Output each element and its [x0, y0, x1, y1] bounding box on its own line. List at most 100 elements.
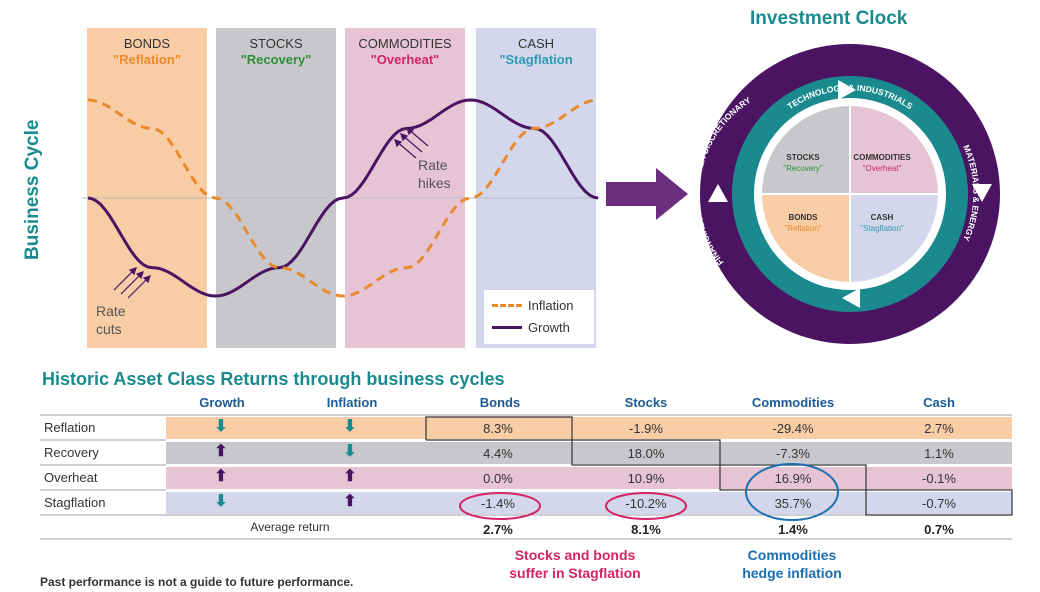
row-label-recovery: Recovery: [44, 445, 99, 460]
arrow-down-icon: ⬇: [343, 418, 357, 435]
disclaimer: Past performance is not a guide to futur…: [40, 575, 354, 589]
phase-subtitle: "Reflation": [113, 52, 181, 67]
row-label-overheat: Overheat: [44, 470, 98, 485]
rate-cuts-line-2: cuts: [96, 321, 122, 337]
series-line-growth: [87, 98, 599, 298]
clock-label-commodities: COMMODITIES "Overheat": [846, 152, 918, 174]
col-header-bonds: Bonds: [479, 395, 521, 410]
clock-arrow-bottom: [842, 288, 860, 308]
phase-title: STOCKS: [249, 36, 303, 51]
clock-label-stocks: STOCKS "Recovery": [768, 152, 838, 174]
note-stagflation-line-2: suffer in Stagflation: [509, 565, 641, 581]
cell-stagflation-bonds: -1.4%: [481, 496, 515, 511]
highlight-commodities-inflation: [745, 463, 839, 521]
clock-arrow-left: [708, 184, 728, 202]
clock-quadrant-bonds: [762, 194, 850, 282]
clock-arrow-right: [972, 184, 992, 202]
row-band-overheat: [166, 467, 1012, 489]
note-stagflation: Stocks and bonds suffer in Stagflation: [480, 546, 670, 582]
cell-stagflation-commodities: 35.7%: [774, 496, 812, 511]
phase-band-bonds: [87, 28, 207, 348]
phase-subtitle: "Stagflation: [499, 52, 573, 67]
arrow-up-icon: ⬆: [214, 443, 228, 460]
rate-cuts-annotation: Rate cuts: [96, 302, 126, 338]
legend-swatch-growth: [492, 325, 522, 329]
arrow-up-icon: ⬆: [214, 468, 228, 485]
investment-clock: TECHNOLOGY & INDUSTRIALS MATERIALS & ENE…: [691, 44, 1000, 354]
average-return-label: Average return: [250, 520, 330, 534]
clock-label-cash: CASH "Stagflation": [846, 212, 918, 234]
phase-header-commodities: COMMODITIES "Overheat": [345, 36, 465, 68]
phase-title: BONDS: [123, 36, 171, 51]
quadrant-subtitle: "Stagflation": [860, 224, 904, 233]
cell-overheat-cash: -0.1%: [922, 471, 956, 486]
row-label-stagflation: Stagflation: [44, 495, 106, 510]
cell-recovery-commodities: -7.3%: [776, 446, 810, 461]
cell-stagflation-stocks: -10.2%: [625, 496, 667, 511]
rate-cuts-arrows: [113, 267, 151, 299]
cell-recovery-stocks: 18.0%: [627, 446, 665, 461]
cell-overheat-stocks: 10.9%: [627, 471, 665, 486]
highlight-bonds-stagflation: [459, 492, 541, 520]
legend-swatch-inflation: [492, 303, 522, 307]
rate-hikes-arrows: [394, 127, 429, 159]
cell-overheat-bonds: 0.0%: [483, 471, 513, 486]
rate-hikes-line-2: hikes: [418, 175, 451, 191]
rate-hikes-annotation: Rate hikes: [418, 156, 451, 192]
note-commodities-line-1: Commodities: [747, 547, 837, 563]
rate-cuts-line-1: Rate: [96, 303, 126, 319]
cell-reflation-cash: 2.7%: [924, 421, 954, 436]
quadrant-title: COMMODITIES: [853, 153, 911, 162]
phase-title: COMMODITIES: [358, 36, 452, 51]
cell-recovery-cash: 1.1%: [924, 446, 954, 461]
arrow-up-icon: ⬆: [343, 493, 357, 510]
avg-stocks: 8.1%: [631, 522, 661, 537]
phase-header-stocks: STOCKS "Recovery": [216, 36, 336, 68]
legend-item-growth: Growth: [492, 318, 570, 336]
phase-header-cash: CASH "Stagflation: [476, 36, 596, 68]
phase-band-stocks: [216, 28, 336, 348]
legend-label-inflation: Inflation: [528, 297, 574, 313]
col-header-commodities: Commodities: [751, 395, 835, 410]
avg-bonds: 2.7%: [483, 522, 513, 537]
arrow-down-icon: ⬇: [214, 418, 228, 435]
clock-arrow-top: [838, 80, 856, 100]
quadrant-title: BONDS: [788, 213, 818, 222]
quadrant-subtitle: "Overheat": [862, 164, 902, 173]
cell-reflation-stocks: -1.9%: [629, 421, 663, 436]
note-commodities-line-2: hedge inflation: [742, 565, 842, 581]
legend-item-inflation: Inflation: [492, 296, 574, 314]
cell-recovery-bonds: 4.4%: [483, 446, 513, 461]
row-band-recovery: [166, 442, 1012, 464]
quadrant-title: CASH: [870, 213, 894, 222]
clock-title: Investment Clock: [750, 8, 908, 29]
series-line-inflation: [87, 98, 599, 298]
big-right-arrow: [606, 168, 688, 220]
chart-legend: Inflation Growth: [484, 290, 594, 344]
col-header-cash: Cash: [923, 395, 955, 410]
phase-subtitle: "Recovery": [240, 52, 312, 67]
note-stagflation-line-1: Stocks and bonds: [514, 547, 636, 563]
avg-cash: 0.7%: [924, 522, 954, 537]
quadrant-title: STOCKS: [786, 153, 820, 162]
phase-band-commodities: [345, 28, 465, 348]
arrow-down-icon: ⬇: [343, 443, 357, 460]
table-title: Historic Asset Class Returns through bus…: [42, 369, 505, 389]
clock-quadrant-cash: [850, 194, 938, 282]
cell-reflation-bonds: 8.3%: [483, 421, 513, 436]
row-band-reflation: [166, 417, 1012, 439]
cell-overheat-commodities: 16.9%: [774, 471, 812, 486]
arrow-up-icon: ⬆: [343, 468, 357, 485]
arrow-down-icon: ⬇: [214, 493, 228, 510]
highlight-stocks-stagflation: [605, 492, 687, 520]
clock-quadrant-commodities: [850, 106, 938, 194]
business-cycle-chart: [82, 98, 610, 299]
quadrant-subtitle: "Recovery": [783, 164, 823, 173]
note-commodities: Commodities hedge inflation: [710, 546, 874, 582]
quadrant-subtitle: "Reflation": [784, 224, 822, 233]
cell-reflation-commodities: -29.4%: [772, 421, 814, 436]
clock-label-bonds: BONDS "Reflation": [768, 212, 838, 234]
series-layer: [87, 98, 599, 298]
